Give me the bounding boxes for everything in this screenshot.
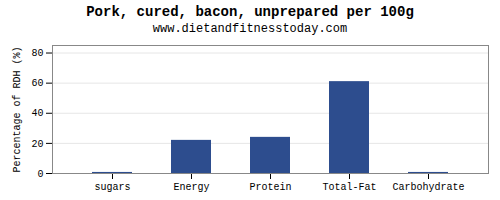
svg-text:80: 80 bbox=[31, 48, 43, 59]
svg-text:Protein: Protein bbox=[249, 182, 291, 193]
svg-text:60: 60 bbox=[31, 78, 43, 89]
svg-text:0: 0 bbox=[37, 169, 43, 180]
svg-text:Total-Fat: Total-Fat bbox=[322, 182, 376, 193]
html-text:Pork, cured, bacon, unprepared: Pork, cured, bacon, unprepared per 100g bbox=[86, 4, 414, 20]
svg-text:20: 20 bbox=[31, 139, 43, 150]
svg-text:Percentage of RDH (%): Percentage of RDH (%) bbox=[12, 46, 23, 172]
svg-text:sugars: sugars bbox=[94, 182, 130, 193]
html-text:www.dietandfitnesstoday.com: www.dietandfitnesstoday.com bbox=[152, 22, 348, 36]
svg-text:Energy: Energy bbox=[173, 182, 209, 193]
svg-text:Carbohydrate: Carbohydrate bbox=[392, 182, 464, 193]
svg-text:40: 40 bbox=[31, 108, 43, 119]
